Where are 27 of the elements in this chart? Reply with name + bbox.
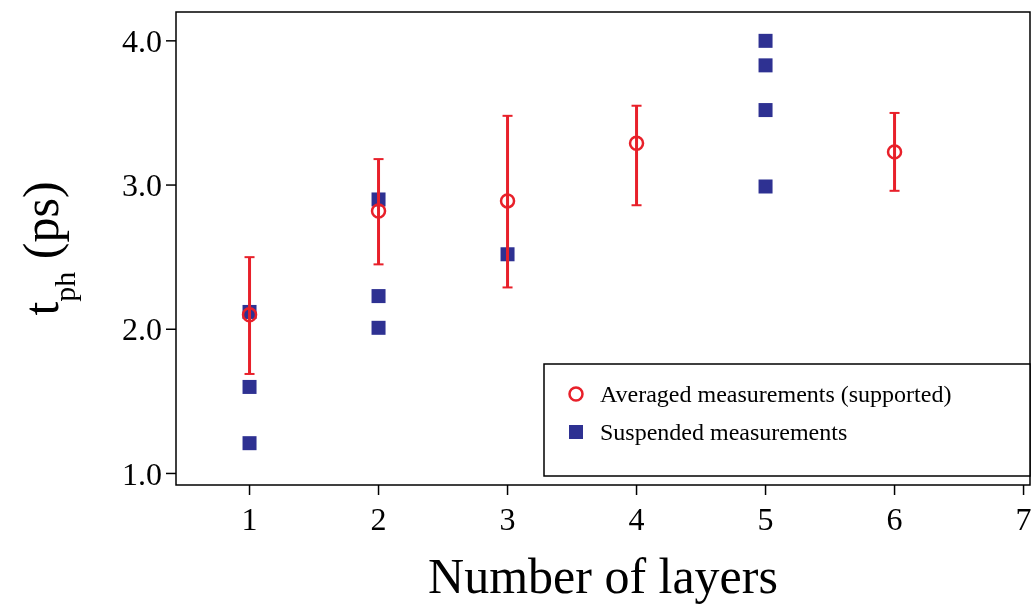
x-tick-label: 2 — [370, 501, 387, 537]
point — [758, 33, 773, 48]
y-tick-label: 1.0 — [122, 455, 162, 492]
legend-label: Suspended measurements — [600, 419, 848, 446]
point — [499, 193, 516, 209]
point — [371, 289, 386, 304]
point — [886, 144, 903, 160]
point — [241, 307, 258, 323]
point — [242, 379, 257, 394]
point — [758, 103, 773, 118]
legend-label: Averaged measurements (supported) — [600, 381, 952, 408]
x-tick-label: 6 — [886, 501, 903, 537]
point — [758, 58, 773, 73]
x-axis-title: Number of layers — [428, 548, 778, 604]
point — [370, 203, 387, 219]
x-tick-label: 3 — [499, 501, 516, 537]
x-tick-label: 7 — [1015, 501, 1032, 537]
y-tick-label: 4.0 — [122, 23, 162, 60]
y-tick-label: 3.0 — [122, 167, 162, 204]
x-tick-label: 1 — [241, 501, 258, 537]
x-tick-label: 4 — [628, 501, 645, 537]
point — [371, 320, 386, 335]
point — [758, 179, 773, 194]
x-tick-label: 5 — [757, 501, 774, 537]
y-tick-label: 2.0 — [122, 311, 162, 348]
point — [242, 436, 257, 451]
point — [628, 135, 645, 151]
